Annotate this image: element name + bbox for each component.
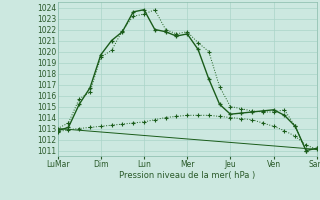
X-axis label: Pression niveau de la mer( hPa ): Pression niveau de la mer( hPa ) [119,171,255,180]
